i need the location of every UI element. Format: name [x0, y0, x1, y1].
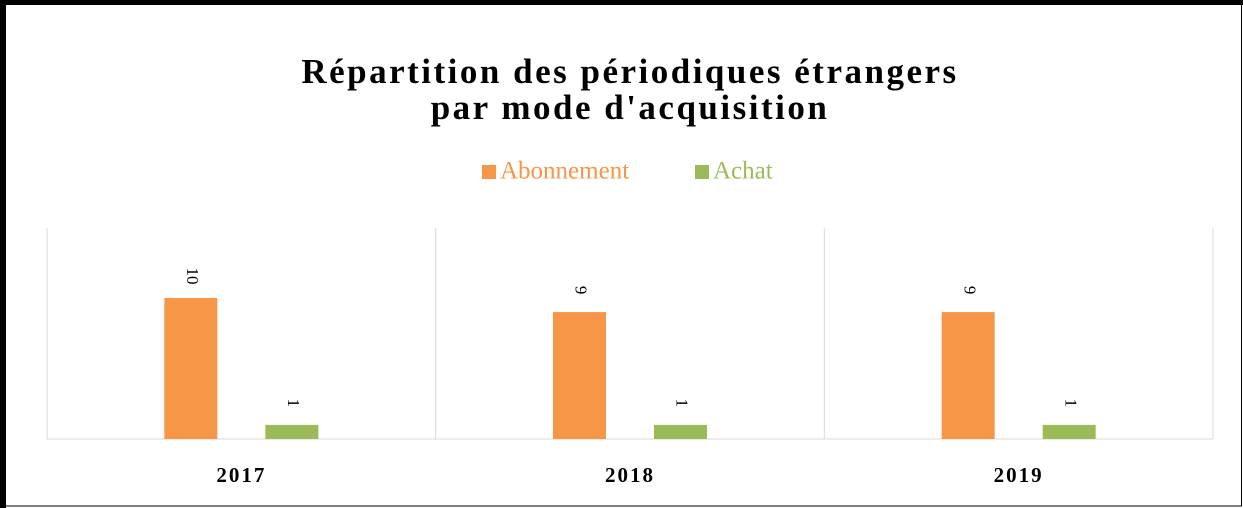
x-tick-label: 2017: [216, 463, 266, 487]
frame-left: [0, 0, 6, 508]
legend-swatch: [482, 165, 496, 179]
bar: [265, 424, 319, 439]
data-label: 9: [572, 286, 591, 295]
frame-top: [0, 0, 1243, 5]
legend-label: Achat: [713, 158, 773, 185]
x-tick-label: 2019: [994, 463, 1044, 487]
data-label: 1: [673, 399, 692, 408]
bar: [654, 424, 707, 439]
bar: [164, 298, 218, 439]
data-label: 1: [1061, 399, 1080, 408]
bar: [1042, 424, 1096, 439]
data-label: 10: [183, 268, 202, 285]
chart-title: par mode d'acquisition: [431, 88, 830, 127]
legend-swatch: [695, 165, 709, 179]
legend-label: Abonnement: [500, 158, 629, 185]
bar: [941, 312, 995, 439]
data-label: 9: [960, 286, 979, 295]
chart-title: Répartition des périodiques étrangers: [301, 52, 958, 91]
bar: [553, 312, 606, 439]
x-tick-label: 2018: [605, 463, 655, 487]
data-label: 1: [284, 399, 303, 408]
